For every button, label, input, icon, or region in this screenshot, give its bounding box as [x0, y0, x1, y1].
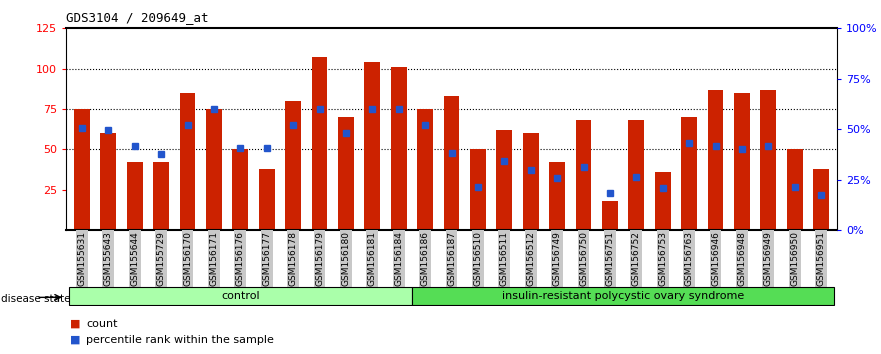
Text: GSM156187: GSM156187 — [447, 231, 456, 286]
Bar — [760, 90, 776, 230]
Text: GSM156753: GSM156753 — [658, 231, 667, 286]
Bar — [180, 93, 196, 230]
Bar — [444, 96, 459, 230]
Bar — [575, 120, 591, 230]
Text: GSM156749: GSM156749 — [552, 231, 561, 286]
Text: GSM156951: GSM156951 — [817, 231, 825, 286]
Text: GDS3104 / 209649_at: GDS3104 / 209649_at — [66, 11, 209, 24]
Text: GSM156184: GSM156184 — [394, 231, 403, 286]
Bar — [312, 57, 328, 230]
Bar — [153, 162, 169, 230]
Bar — [365, 62, 381, 230]
Text: GSM156176: GSM156176 — [236, 231, 245, 286]
Text: GSM155631: GSM155631 — [78, 231, 86, 286]
Text: GSM156752: GSM156752 — [632, 231, 640, 286]
Bar — [391, 67, 407, 230]
Text: control: control — [221, 291, 260, 301]
Bar — [787, 149, 803, 230]
Bar — [418, 109, 433, 230]
Bar — [338, 117, 354, 230]
Bar — [100, 133, 116, 230]
Bar — [285, 101, 301, 230]
Bar — [681, 117, 697, 230]
Text: ■: ■ — [70, 319, 81, 329]
Text: GSM156751: GSM156751 — [605, 231, 614, 286]
Text: percentile rank within the sample: percentile rank within the sample — [86, 335, 274, 345]
Text: GSM156180: GSM156180 — [342, 231, 351, 286]
Text: GSM155644: GSM155644 — [130, 231, 139, 286]
Text: GSM156512: GSM156512 — [526, 231, 536, 286]
Bar — [69, 287, 412, 305]
Bar — [628, 120, 644, 230]
Bar — [496, 130, 512, 230]
Text: GSM156181: GSM156181 — [367, 231, 377, 286]
Bar — [655, 172, 670, 230]
Text: GSM156178: GSM156178 — [289, 231, 298, 286]
Text: GSM156177: GSM156177 — [263, 231, 271, 286]
Text: count: count — [86, 319, 118, 329]
Bar — [233, 149, 248, 230]
Bar — [259, 169, 275, 230]
Bar — [707, 90, 723, 230]
Text: GSM155729: GSM155729 — [157, 231, 166, 286]
Bar — [734, 93, 750, 230]
Text: GSM155643: GSM155643 — [104, 231, 113, 286]
Text: GSM156950: GSM156950 — [790, 231, 799, 286]
Bar — [602, 201, 618, 230]
Bar — [206, 109, 222, 230]
Text: GSM156946: GSM156946 — [711, 231, 720, 286]
Text: GSM156948: GSM156948 — [737, 231, 746, 286]
Text: GSM156949: GSM156949 — [764, 231, 773, 286]
Text: GSM156511: GSM156511 — [500, 231, 509, 286]
Text: GSM156510: GSM156510 — [473, 231, 483, 286]
Text: GSM156763: GSM156763 — [685, 231, 693, 286]
Bar — [549, 162, 565, 230]
Text: GSM156170: GSM156170 — [183, 231, 192, 286]
Bar — [813, 169, 829, 230]
Text: GSM156179: GSM156179 — [315, 231, 324, 286]
Text: GSM156750: GSM156750 — [579, 231, 588, 286]
Text: GSM156186: GSM156186 — [420, 231, 430, 286]
Text: ■: ■ — [70, 335, 81, 345]
Text: disease state: disease state — [1, 294, 70, 304]
Bar — [470, 149, 485, 230]
Text: GSM156171: GSM156171 — [210, 231, 218, 286]
Bar — [74, 109, 90, 230]
Bar — [412, 287, 834, 305]
Text: insulin-resistant polycystic ovary syndrome: insulin-resistant polycystic ovary syndr… — [502, 291, 744, 301]
Bar — [127, 162, 143, 230]
Bar — [522, 133, 538, 230]
